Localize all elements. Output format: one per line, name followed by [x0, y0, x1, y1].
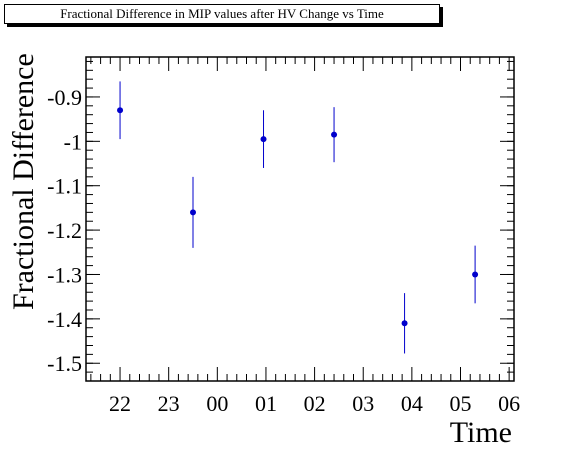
x-tick-label: 01: [255, 391, 277, 416]
y-tick-label: -1.2: [47, 218, 82, 243]
data-points: [117, 81, 479, 354]
y-tick-label: -1.1: [47, 174, 82, 199]
x-tick-label: 05: [450, 391, 472, 416]
data-point: [190, 209, 196, 216]
x-axis-title: Time: [450, 416, 512, 449]
data-point: [260, 136, 267, 143]
y-tick-label: -1.3: [47, 262, 82, 287]
data-point: [117, 107, 124, 114]
data-point: [401, 320, 408, 327]
y-tick-label: -1: [64, 129, 82, 154]
y-tick-label: -1.5: [47, 351, 82, 376]
y-tick-label: -1.4: [47, 307, 82, 332]
y-tick-label: -0.9: [47, 85, 82, 110]
x-tick-label: 22: [109, 391, 131, 416]
data-point: [331, 131, 338, 138]
x-tick-label: 02: [304, 391, 326, 416]
x-tick-label: 06: [498, 391, 520, 416]
x-tick-label: 04: [401, 391, 423, 416]
tick-marks: [86, 57, 514, 382]
plot-frame: [85, 56, 515, 382]
x-tick-label: 00: [206, 391, 228, 416]
x-tick-label: 03: [352, 391, 374, 416]
y-axis-title: Fractional Difference: [7, 53, 40, 310]
x-tick-label: 23: [158, 391, 180, 416]
tick-labels: 22 23 00 01 02 03 04 05 06 -0.9 -1 -1.1 -1.2 -1.3 -1.4…: [47, 85, 520, 416]
data-point: [472, 271, 479, 278]
chart-title: Fractional Difference in MIP values afte…: [4, 4, 440, 24]
